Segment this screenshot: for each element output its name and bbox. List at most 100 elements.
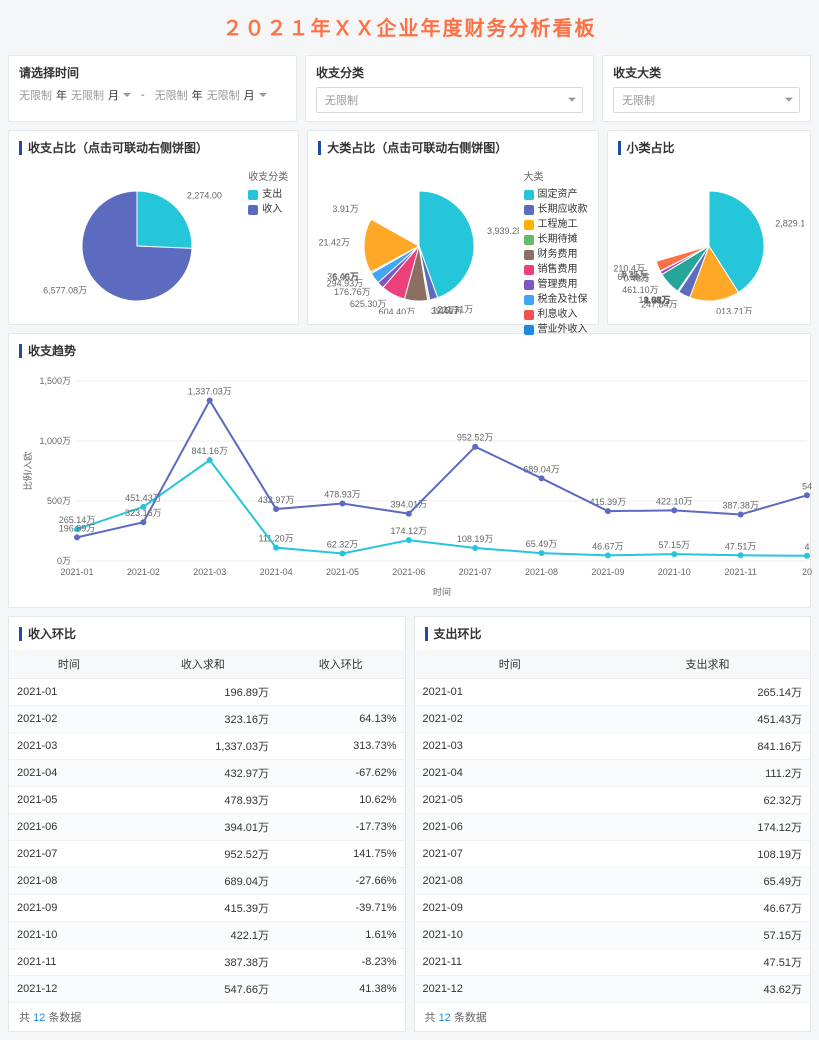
pie2-panel: 大类占比（点击可联动右侧饼图） 3,939.28万211.31万1.15万39.… <box>307 130 598 325</box>
svg-text:422.10万: 422.10万 <box>656 496 693 506</box>
svg-text:54: 54 <box>802 481 812 491</box>
filter-time-month2[interactable]: 无限制 <box>207 87 240 103</box>
table-row[interactable]: 2021-01265.14万 <box>415 679 811 706</box>
table-expense-panel: 支出环比 时间支出求和2021-01265.14万2021-02451.43万2… <box>414 616 812 1032</box>
svg-text:174.12万: 174.12万 <box>391 526 428 536</box>
svg-text:461.10万: 461.10万 <box>622 285 659 295</box>
svg-text:57.15万: 57.15万 <box>659 540 691 550</box>
svg-text:0万: 0万 <box>57 556 71 566</box>
svg-text:013.71万: 013.71万 <box>716 307 753 314</box>
svg-text:3,939.28万: 3,939.28万 <box>487 226 519 236</box>
svg-text:500万: 500万 <box>47 496 71 506</box>
trend-chart[interactable]: 0万500万1,000万1,500万2021-012021-022021-032… <box>17 371 817 601</box>
table-row[interactable]: 2021-06174.12万 <box>415 814 811 841</box>
table-row[interactable]: 2021-07108.19万 <box>415 841 811 868</box>
pie1-panel: 收支占比（点击可联动右侧饼图） 2,274.00万6,577.08万 收支分类支… <box>8 130 299 325</box>
pie2-chart[interactable]: 3,939.28万211.31万1.15万39.41万604.40万625.30… <box>319 168 519 314</box>
filter-category: 收支分类 无限制 <box>305 55 594 122</box>
filter-time-year2[interactable]: 无限制 <box>155 87 188 103</box>
svg-text:2021-02: 2021-02 <box>127 567 160 577</box>
pie1-legend: 收支分类支出收入 <box>248 168 292 314</box>
filter-maincat-select[interactable]: 无限制 <box>613 87 800 113</box>
table-expense-footer: 共 12 条数据 <box>415 1003 811 1031</box>
table-row[interactable]: 2021-03841.16万 <box>415 733 811 760</box>
svg-text:2021-10: 2021-10 <box>658 567 691 577</box>
table-row[interactable]: 2021-10422.1万1.61% <box>9 922 405 949</box>
svg-text:2021-07: 2021-07 <box>459 567 492 577</box>
table-row[interactable]: 2021-04111.2万 <box>415 760 811 787</box>
svg-text:39.41万: 39.41万 <box>431 306 463 314</box>
pie3-panel: 小类占比 2,829.13万013.71万247.84万1.58万4.27万4.… <box>607 130 811 325</box>
svg-text:841.16万: 841.16万 <box>191 446 228 456</box>
pie2-legend: 大类固定资产长期应收款工程施工长期待摊财务费用销售费用管理费用税金及社保利息收入… <box>524 168 592 314</box>
svg-text:432.97万: 432.97万 <box>258 495 295 505</box>
table-row[interactable]: 2021-04432.97万-67.62% <box>9 760 405 787</box>
trend-panel: 收支趋势 0万500万1,000万1,500万2021-012021-02202… <box>8 333 811 608</box>
table-row[interactable]: 2021-02323.16万64.13% <box>9 706 405 733</box>
svg-text:62.32万: 62.32万 <box>327 540 359 550</box>
svg-text:2021-09: 2021-09 <box>591 567 624 577</box>
svg-text:20: 20 <box>802 567 812 577</box>
svg-text:323.16万: 323.16万 <box>125 508 162 518</box>
table-income-footer: 共 12 条数据 <box>9 1003 405 1031</box>
filter-time-month1[interactable]: 无限制 <box>71 87 104 103</box>
table-row[interactable]: 2021-09415.39万-39.71% <box>9 895 405 922</box>
table-row[interactable]: 2021-12547.66万41.38% <box>9 976 405 1003</box>
svg-text:46.67万: 46.67万 <box>592 541 624 551</box>
filter-row: 请选择时间 无限制 年 无限制 月 - 无限制 年 无限制 月 收支分类 无限制… <box>0 55 819 130</box>
unit-year2: 年 <box>192 87 203 103</box>
chevron-down-icon[interactable] <box>259 93 267 101</box>
svg-text:176.76万: 176.76万 <box>334 287 371 297</box>
svg-text:47.51万: 47.51万 <box>725 541 757 551</box>
svg-text:1,337.03万: 1,337.03万 <box>188 387 232 397</box>
table-row: 收入环比 时间收入求和收入环比2021-01196.89万2021-02323.… <box>0 616 819 1040</box>
table-row[interactable]: 2021-02451.43万 <box>415 706 811 733</box>
trend-title: 收支趋势 <box>9 334 810 367</box>
sep: - <box>141 89 145 101</box>
table-row[interactable]: 2021-0865.49万 <box>415 868 811 895</box>
filter-maincat: 收支大类 无限制 <box>602 55 811 122</box>
svg-text:6,577.08万: 6,577.08万 <box>43 286 87 296</box>
svg-text:2021-08: 2021-08 <box>525 567 558 577</box>
svg-text:时间: 时间 <box>433 586 451 597</box>
svg-text:3.91万: 3.91万 <box>332 204 359 214</box>
svg-text:比例/入欧: 比例/入欧 <box>22 452 33 491</box>
svg-text:1,500万: 1,500万 <box>39 376 71 386</box>
filter-category-select[interactable]: 无限制 <box>316 87 583 113</box>
table-row[interactable]: 2021-0946.67万 <box>415 895 811 922</box>
unit-year: 年 <box>56 87 67 103</box>
chevron-down-icon[interactable] <box>123 93 131 101</box>
table-row[interactable]: 2021-1057.15万 <box>415 922 811 949</box>
table-row[interactable]: 2021-06394.01万-17.73% <box>9 814 405 841</box>
table-row[interactable]: 2021-05478.93万10.62% <box>9 787 405 814</box>
table-expense-title: 支出环比 <box>415 617 811 650</box>
table-row[interactable]: 2021-01196.89万 <box>9 679 405 706</box>
pie-row: 收支占比（点击可联动右侧饼图） 2,274.00万6,577.08万 收支分类支… <box>0 130 819 333</box>
pie3-chart[interactable]: 2,829.13万013.71万247.84万1.58万4.27万4.05万1.… <box>614 168 804 314</box>
table-row[interactable]: 2021-031,337.03万313.73% <box>9 733 405 760</box>
table-row[interactable]: 2021-07952.52万141.75% <box>9 841 405 868</box>
table-row[interactable]: 2021-0562.32万 <box>415 787 811 814</box>
svg-text:4: 4 <box>804 542 809 552</box>
table-expense: 时间支出求和2021-01265.14万2021-02451.43万2021-0… <box>415 650 811 1003</box>
table-row[interactable]: 2021-08689.04万-27.66% <box>9 868 405 895</box>
unit-month: 月 <box>108 87 119 103</box>
filter-category-label: 收支分类 <box>316 64 583 81</box>
table-row[interactable]: 2021-1243.62万 <box>415 976 811 1003</box>
table-row[interactable]: 2021-11387.38万-8.23% <box>9 949 405 976</box>
pie1-title: 收支占比（点击可联动右侧饼图） <box>9 131 298 164</box>
table-income: 时间收入求和收入环比2021-01196.89万2021-02323.16万64… <box>9 650 405 1003</box>
filter-time-label: 请选择时间 <box>19 64 286 81</box>
svg-text:421.42万: 421.42万 <box>319 237 350 247</box>
table-row[interactable]: 2021-1147.51万 <box>415 949 811 976</box>
svg-text:478.93万: 478.93万 <box>324 490 361 500</box>
table-income-panel: 收入环比 时间收入求和收入环比2021-01196.89万2021-02323.… <box>8 616 406 1032</box>
svg-text:108.19万: 108.19万 <box>457 534 494 544</box>
filter-time: 请选择时间 无限制 年 无限制 月 - 无限制 年 无限制 月 <box>8 55 297 122</box>
pie1-chart[interactable]: 2,274.00万6,577.08万 <box>42 168 222 314</box>
svg-text:387.38万: 387.38万 <box>722 501 759 511</box>
unit-month2: 月 <box>244 87 255 103</box>
svg-text:2021-05: 2021-05 <box>326 567 359 577</box>
svg-text:1,000万: 1,000万 <box>39 436 71 446</box>
filter-time-year1[interactable]: 无限制 <box>19 87 52 103</box>
